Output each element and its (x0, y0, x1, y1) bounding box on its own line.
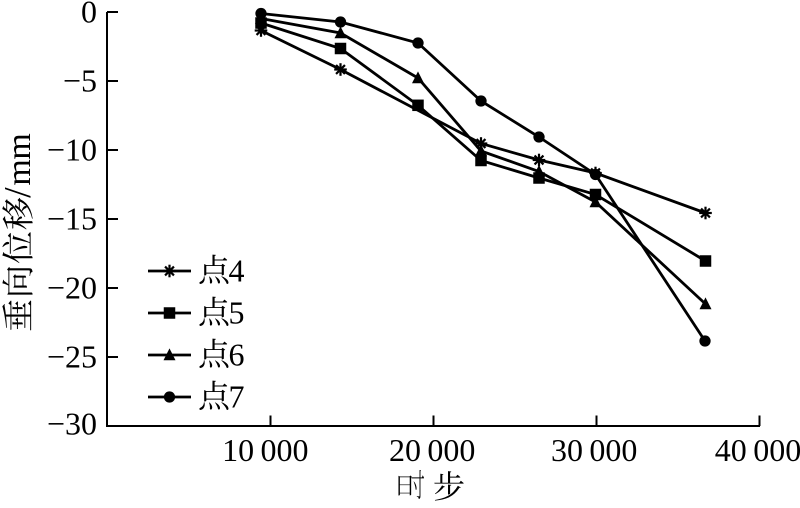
svg-text:−10: −10 (47, 132, 97, 168)
svg-text:0: 0 (81, 0, 97, 30)
svg-text:20 000: 20 000 (389, 432, 475, 468)
svg-text:5: 5 (229, 295, 245, 331)
svg-text:4: 4 (229, 253, 245, 289)
svg-text:m: m (1, 133, 38, 159)
svg-text:−30: −30 (47, 406, 97, 442)
svg-text:7: 7 (229, 379, 245, 415)
svg-text:−15: −15 (47, 201, 97, 237)
svg-text:40 000: 40 000 (715, 432, 800, 468)
svg-text:30 000: 30 000 (551, 432, 637, 468)
svg-text:10 000: 10 000 (222, 432, 308, 468)
svg-text:m: m (1, 159, 38, 185)
svg-text:/: / (0, 187, 39, 198)
svg-text:6: 6 (229, 337, 245, 373)
svg-text:−25: −25 (47, 339, 97, 375)
svg-text:−20: −20 (47, 270, 97, 306)
svg-text:−5: −5 (63, 63, 97, 99)
